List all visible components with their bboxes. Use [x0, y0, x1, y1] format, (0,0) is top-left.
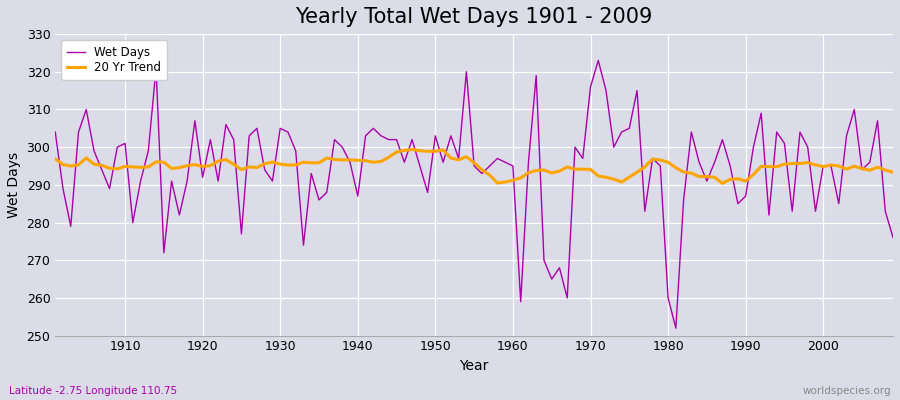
- Line: 20 Yr Trend: 20 Yr Trend: [55, 150, 893, 183]
- 20 Yr Trend: [508, 178, 518, 183]
- Legend: Wet Days, 20 Yr Trend: Wet Days, 20 Yr Trend: [61, 40, 167, 80]
- Wet Days: [500, 160, 510, 165]
- 20 Yr Trend: [407, 147, 418, 152]
- 20 Yr Trend: [887, 170, 898, 174]
- 20 Yr Trend: [608, 177, 619, 182]
- Line: Wet Days: Wet Days: [55, 60, 893, 328]
- Wet Days: [50, 130, 60, 134]
- Wet Days: [593, 58, 604, 63]
- Title: Yearly Total Wet Days 1901 - 2009: Yearly Total Wet Days 1901 - 2009: [295, 7, 652, 27]
- Wet Days: [283, 130, 293, 134]
- Wet Days: [329, 137, 340, 142]
- Wet Days: [608, 145, 619, 150]
- 20 Yr Trend: [516, 176, 526, 180]
- Wet Days: [887, 235, 898, 240]
- Wet Days: [508, 164, 518, 168]
- Text: Latitude -2.75 Longitude 110.75: Latitude -2.75 Longitude 110.75: [9, 386, 177, 396]
- 20 Yr Trend: [283, 163, 293, 168]
- Text: worldspecies.org: worldspecies.org: [803, 386, 891, 396]
- Wet Days: [670, 326, 681, 330]
- 20 Yr Trend: [112, 166, 122, 171]
- 20 Yr Trend: [50, 156, 60, 161]
- Wet Days: [112, 145, 122, 150]
- 20 Yr Trend: [329, 157, 340, 162]
- X-axis label: Year: Year: [460, 359, 489, 373]
- Y-axis label: Wet Days: Wet Days: [7, 152, 21, 218]
- 20 Yr Trend: [717, 181, 728, 186]
